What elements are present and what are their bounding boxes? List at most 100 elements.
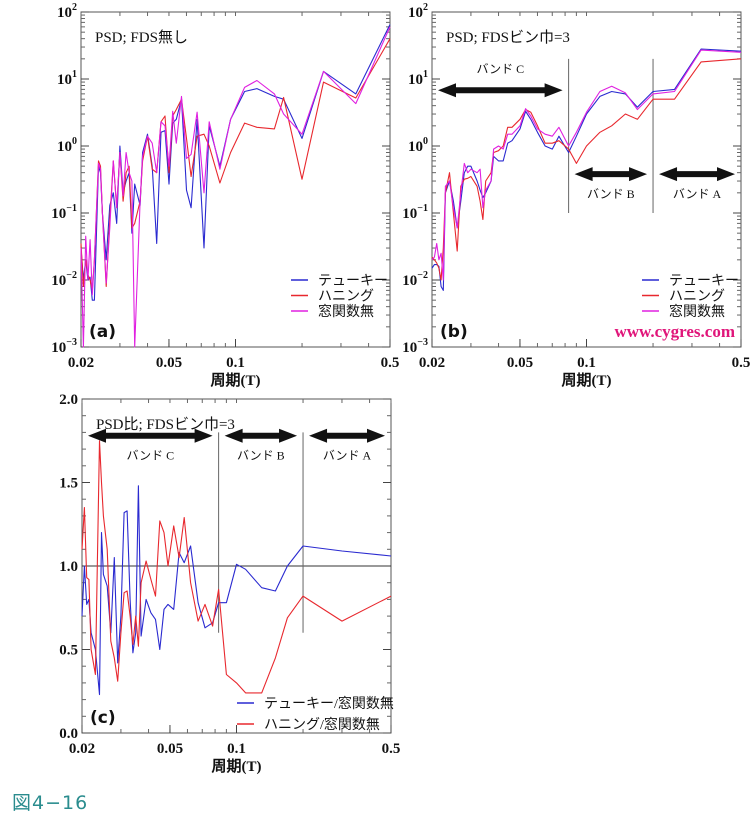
y-tick-exponent: 0: [423, 136, 428, 147]
legend-item: 窓関数無: [642, 303, 725, 320]
band-label: バンド C: [477, 62, 525, 76]
legend-item: テューキー: [642, 274, 739, 289]
y-tick-exponent: 2: [423, 2, 428, 13]
band-arrow: [88, 428, 213, 443]
y-tick-exponent: −3: [66, 337, 77, 348]
panel-label: (b): [440, 322, 468, 342]
legend-label: ハニング: [318, 289, 374, 305]
legend-item: ハニング/窓関数無: [237, 716, 380, 733]
watermark: www.cygres.com: [614, 322, 735, 341]
series-line-none: [431, 49, 742, 281]
y-tick-label: 10−1: [51, 203, 77, 222]
figure-caption: 図4−16: [12, 792, 89, 814]
legend-item: テューキー: [291, 274, 388, 289]
panel-title: PSD; FDS無し: [95, 29, 188, 46]
y-tick-label: 10−3: [51, 337, 77, 356]
y-tick-label: 102: [408, 2, 428, 21]
y-tick-exponent: −2: [417, 270, 428, 281]
band-arrow: [224, 428, 298, 443]
y-tick-base: 10: [402, 206, 417, 222]
series-line-hanning: [80, 38, 391, 291]
band-arrow: [309, 428, 385, 443]
y-tick-label: 10−1: [402, 203, 428, 222]
y-tick-base: 2.0: [59, 392, 78, 408]
x-axis-label: 周期(T): [211, 371, 261, 389]
panel-label: (a): [89, 322, 116, 342]
y-tick-label: 10−3: [402, 337, 428, 356]
x-tick-label: 0.5: [732, 355, 750, 371]
x-tick-label: 0.02: [69, 741, 95, 757]
y-tick-base: 10: [408, 5, 423, 21]
y-tick-exponent: 2: [72, 2, 77, 13]
legend-item: ハニング: [291, 289, 374, 305]
series-line-hanning: [431, 58, 742, 281]
legend-item: テューキー/窓関数無: [237, 695, 394, 712]
series-line-tukey: [431, 48, 742, 291]
legend-item: ハニング: [642, 289, 725, 305]
y-tick-base: 1.5: [59, 476, 78, 492]
y-tick-label: 0.0: [59, 726, 78, 742]
band-label: バンド C: [127, 449, 175, 463]
x-tick-label: 0.5: [382, 741, 401, 757]
legend-item: 窓関数無: [291, 303, 374, 320]
panel-label: (c): [90, 708, 116, 728]
y-tick-exponent: 1: [423, 69, 428, 80]
legend-label: 窓関数無: [669, 303, 725, 320]
y-tick-base: 10: [51, 273, 66, 289]
y-tick-exponent: −1: [66, 203, 77, 214]
x-tick-label: 0.05: [507, 355, 533, 371]
y-tick-exponent: −1: [417, 203, 428, 214]
y-tick-base: 10: [51, 206, 66, 222]
band-label: バンド A: [323, 449, 372, 463]
y-tick-exponent: 1: [72, 69, 77, 80]
band-arrow: [659, 167, 735, 182]
series-line-none: [80, 26, 391, 348]
y-tick-base: 10: [402, 340, 417, 356]
y-tick-base: 0.0: [59, 726, 78, 742]
x-tick-label: 0.1: [227, 741, 246, 757]
y-tick-label: 100: [57, 136, 77, 155]
band-label: バンド B: [237, 449, 285, 463]
legend-label: テューキー: [318, 274, 388, 289]
y-tick-base: 0.5: [59, 643, 78, 659]
y-tick-base: 1.0: [59, 559, 78, 575]
x-tick-label: 0.05: [156, 355, 182, 371]
legend-label: ハニング: [669, 289, 725, 305]
y-tick-base: 10: [408, 139, 423, 155]
chart-panel-c: 0.02 0.05 0.1 0.5 2.0 1.5 1.0 0.5 0.0 周期(T) PSD比; …: [59, 392, 400, 775]
x-tick-label: 0.02: [419, 355, 445, 371]
y-tick-label: 101: [57, 69, 77, 88]
legend-label: テューキー/窓関数無: [264, 695, 394, 712]
legend-label: 窓関数無: [318, 303, 374, 320]
x-tick-label: 0.1: [577, 355, 596, 371]
y-tick-base: 10: [57, 72, 72, 88]
y-tick-label: 100: [408, 136, 428, 155]
y-tick-base: 10: [51, 340, 66, 356]
chart-panel-b: 0.02 0.05 0.1 0.510210110010−110−210−3周期(T)…: [402, 2, 750, 389]
y-tick-base: 10: [408, 72, 423, 88]
panel-title: PSD比; FDSビン巾=3: [96, 416, 235, 433]
band-arrow: [574, 167, 648, 182]
y-tick-label: 2.0: [59, 392, 78, 408]
x-tick-label: 0.5: [381, 355, 400, 371]
y-tick-label: 1.5: [59, 476, 78, 492]
y-tick-base: 10: [402, 273, 417, 289]
y-tick-exponent: 0: [72, 136, 77, 147]
band-label: バンド A: [673, 187, 722, 201]
legend-label: ハニング/窓関数無: [264, 716, 380, 733]
y-tick-base: 10: [57, 139, 72, 155]
y-tick-label: 0.5: [59, 643, 78, 659]
x-tick-label: 0.05: [157, 741, 183, 757]
chart-panel-a: 0.02 0.05 0.1 0.510210110010−110−210−3周期(T)…: [51, 2, 399, 389]
panel-title: PSD; FDSビン巾=3: [446, 29, 570, 46]
band-label: バンド B: [587, 187, 635, 201]
x-axis-label: 周期(T): [562, 371, 612, 389]
x-tick-label: 0.02: [68, 355, 94, 371]
series-line-hanning: [81, 440, 392, 694]
series-line-tukey: [81, 485, 392, 696]
band-arrow: [438, 83, 563, 98]
legend-label: テューキー: [669, 274, 739, 289]
y-tick-label: 10−2: [402, 270, 428, 289]
y-tick-label: 101: [408, 69, 428, 88]
